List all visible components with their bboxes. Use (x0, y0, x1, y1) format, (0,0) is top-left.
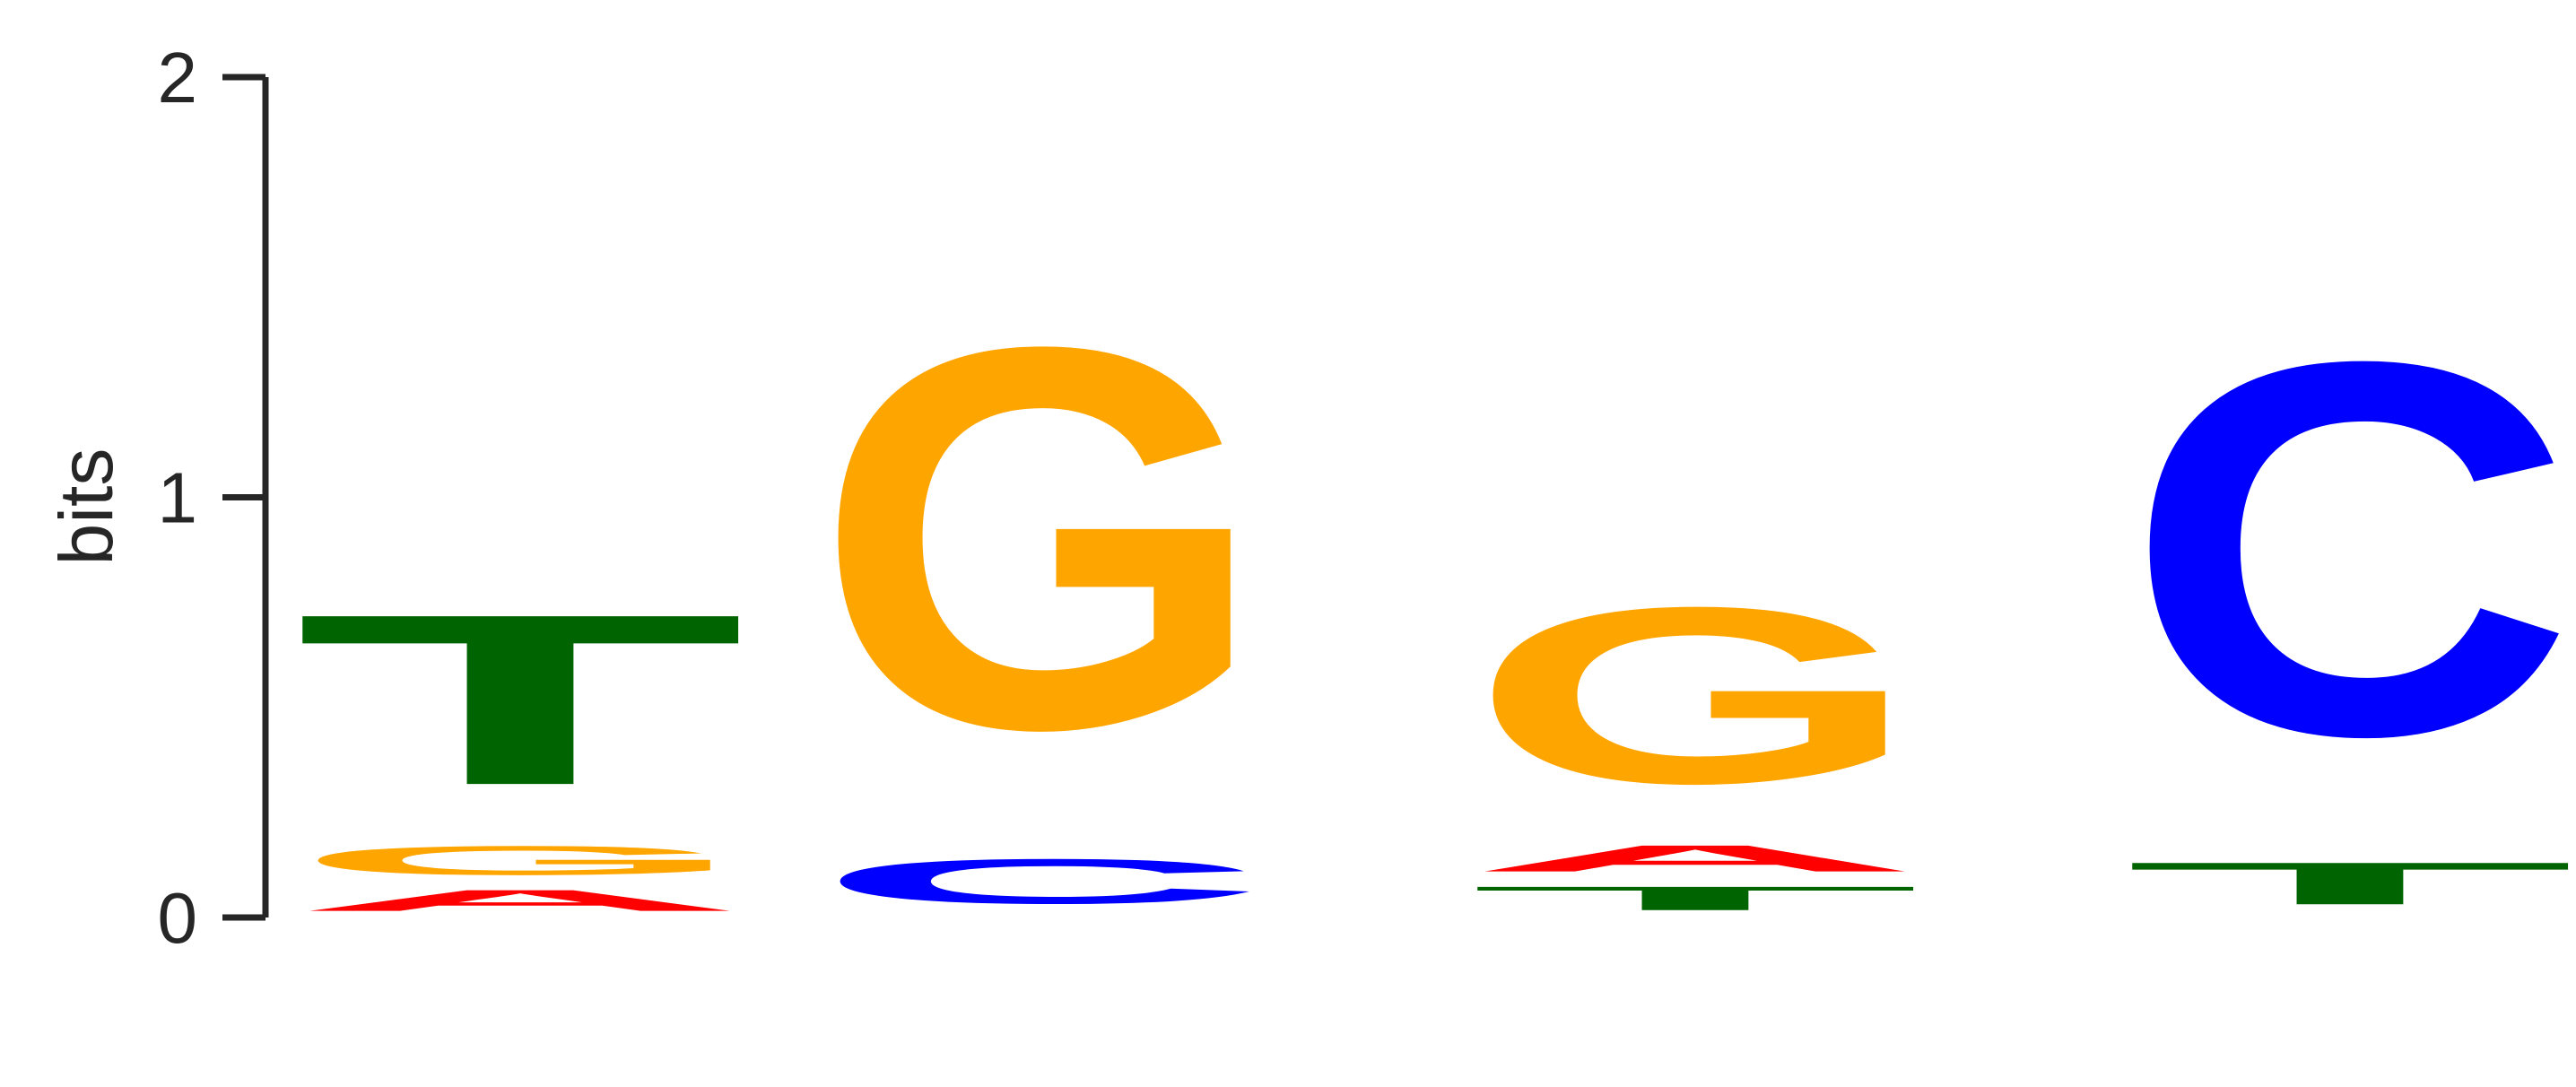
logo-position-1: AGT (294, 563, 746, 917)
logo-letter-C: C (2124, 251, 2576, 847)
logo-letter-G: G (294, 838, 746, 883)
logo-letter-G: G (1469, 555, 1921, 836)
y-tick-label: 1 (158, 458, 198, 538)
logo-letter-T: T (294, 563, 746, 836)
y-axis-ticks: 0 1 2 (158, 38, 265, 958)
logo-letter-A: A (294, 883, 746, 917)
logo-position-3: TAG (1469, 555, 1921, 917)
y-tick-label: 2 (158, 38, 198, 117)
logo-letter-T: T (1469, 880, 1921, 917)
logo-position-4: TC (2124, 251, 2576, 917)
y-axis-label: bits (44, 448, 128, 566)
logo-position-2: CG (814, 234, 1266, 917)
logo-letter-A: A (1469, 838, 1921, 880)
logo-letter-T: T (2124, 850, 2576, 917)
logo-letter-G: G (814, 234, 1266, 842)
logo-letter-C: C (814, 846, 1266, 917)
y-tick-label: 0 (158, 878, 198, 958)
